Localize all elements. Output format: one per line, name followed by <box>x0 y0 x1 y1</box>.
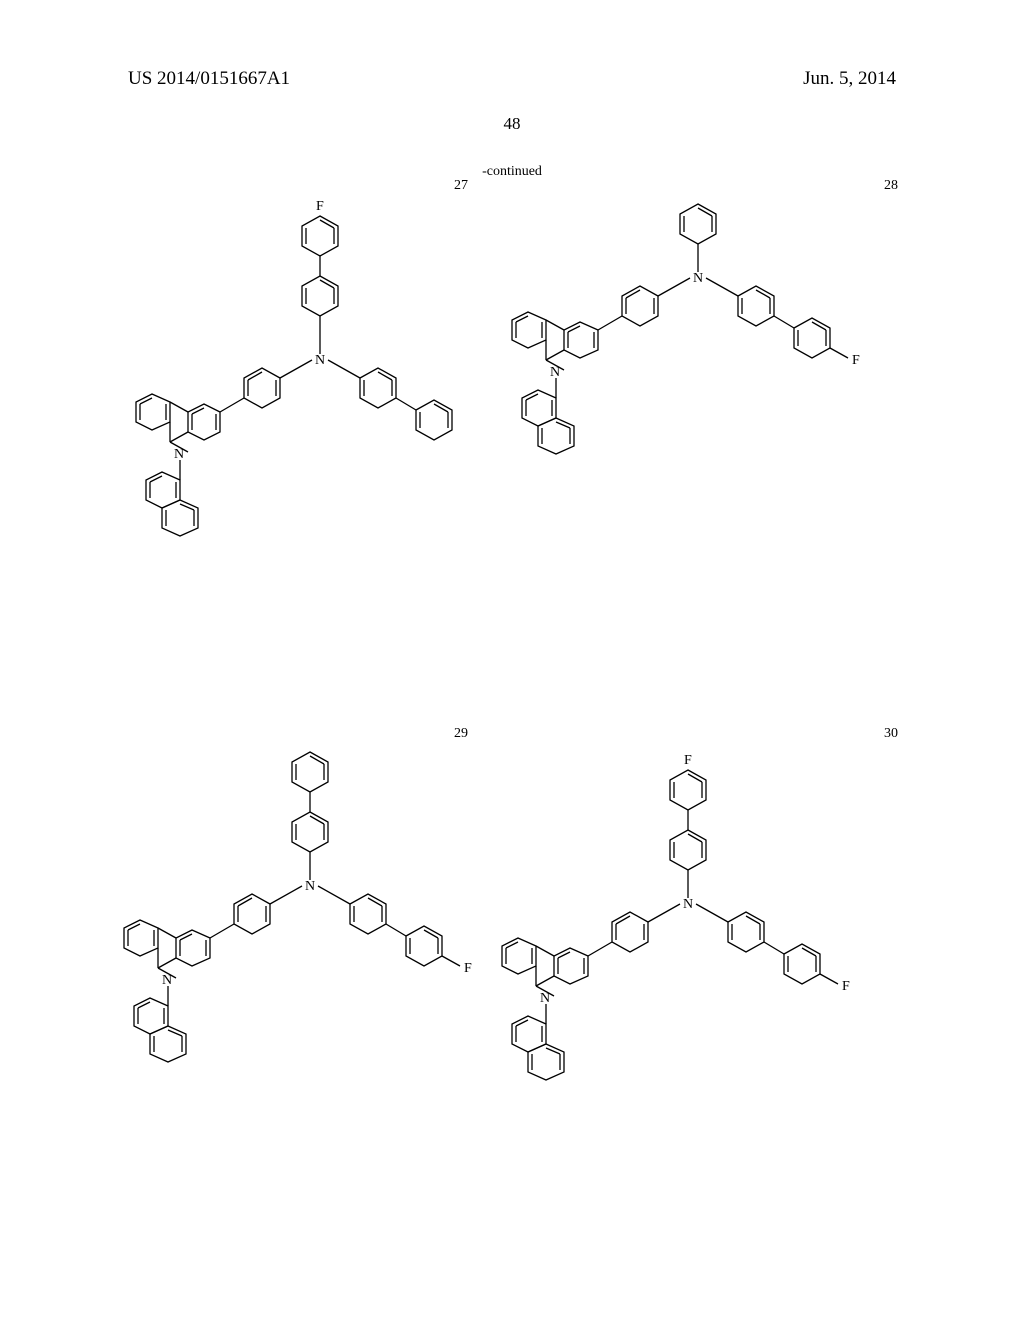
compound-structure-30: F N F N <box>460 740 900 1130</box>
compound-structure-29: N F N <box>92 740 492 1100</box>
carbazole-nitrogen-atom: N <box>162 973 172 988</box>
publication-date: Jun. 5, 2014 <box>803 68 896 90</box>
fluorine-atom: F <box>316 199 324 214</box>
publication-number: US 2014/0151667A1 <box>128 68 290 90</box>
page-number: 48 <box>0 114 1024 134</box>
continued-label: -continued <box>0 164 1024 180</box>
nitrogen-center-atom: N <box>693 271 703 286</box>
fluorine-atom: F <box>852 353 860 368</box>
compound-structure-27: F N N <box>92 184 472 604</box>
carbazole-nitrogen-atom: N <box>550 365 560 380</box>
nitrogen-center-atom: N <box>305 879 315 894</box>
nitrogen-center-atom: N <box>683 897 693 912</box>
patent-page: US 2014/0151667A1 Jun. 5, 2014 48 -conti… <box>0 0 1024 1320</box>
fluorine-atom-top: F <box>684 753 692 768</box>
fluorine-atom-right: F <box>842 979 850 994</box>
carbazole-nitrogen-atom: N <box>540 991 550 1006</box>
carbazole-nitrogen-atom: N <box>174 447 184 462</box>
nitrogen-center-atom: N <box>315 353 325 368</box>
compound-structure-28: N F N <box>480 184 910 484</box>
